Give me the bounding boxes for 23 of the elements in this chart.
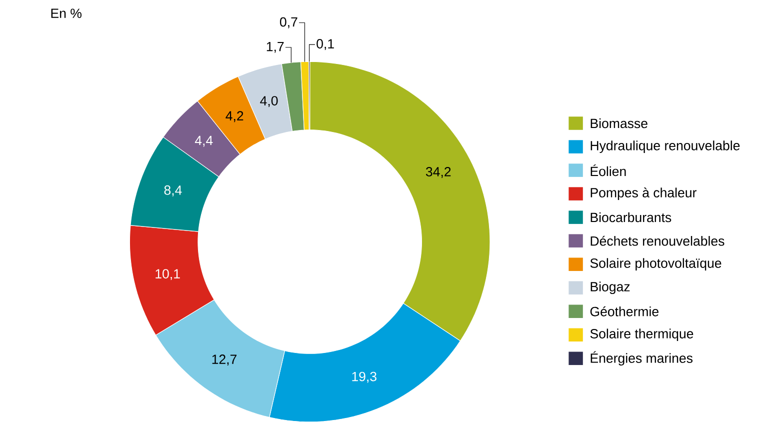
legend-label: Biocarburants bbox=[590, 212, 672, 222]
data-label: 4,0 bbox=[260, 96, 278, 108]
legend-label: Éolien bbox=[590, 164, 626, 176]
legend-label: Géothermie bbox=[590, 306, 658, 316]
data-label: 19,3 bbox=[352, 372, 376, 383]
legend-label: Pompes à chaleur bbox=[590, 188, 696, 200]
legend-label: Solaire photovoltaïque bbox=[590, 258, 722, 271]
legend-label: Déchets renouvelables bbox=[590, 236, 724, 246]
data-label: 10,1 bbox=[156, 269, 180, 280]
data-label: 0,7 bbox=[280, 17, 298, 28]
chart-title: En % bbox=[51, 8, 82, 18]
legend-label: Solaire thermique bbox=[590, 328, 694, 342]
legend-label: Biomasse bbox=[590, 118, 648, 128]
data-label: 4,4 bbox=[194, 136, 213, 147]
data-label: 1,7 bbox=[266, 42, 284, 53]
legend-label: Hydraulique renouvelable bbox=[590, 140, 740, 154]
data-label: 34,2 bbox=[426, 167, 451, 178]
data-label: 0,1 bbox=[316, 39, 334, 50]
data-label: 12,7 bbox=[212, 354, 236, 366]
legend-label: Énergies marines bbox=[590, 351, 693, 366]
legend-label: Biogaz bbox=[590, 282, 630, 294]
data-label: 4,2 bbox=[226, 111, 244, 122]
data-label: 8,4 bbox=[164, 185, 182, 196]
